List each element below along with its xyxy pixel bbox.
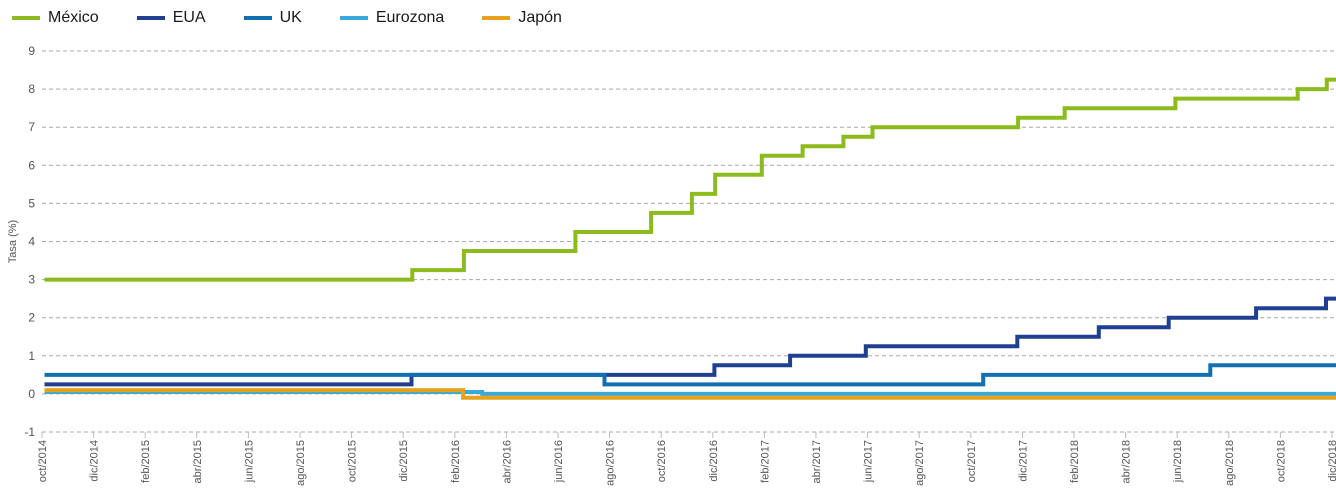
- y-tick-label: 0: [28, 387, 35, 401]
- x-tick-label: dic/2018: [1327, 440, 1336, 482]
- y-tick-label: 9: [28, 44, 35, 58]
- x-tick-label: ago/2017: [914, 440, 926, 486]
- legend-swatch: [12, 16, 40, 20]
- y-tick-label: 2: [28, 311, 35, 325]
- x-tick-label: feb/2016: [450, 440, 462, 483]
- x-tick-label: abr/2017: [811, 440, 823, 483]
- x-tick-label: ago/2016: [605, 440, 617, 486]
- x-tick-label: abr/2018: [1121, 440, 1133, 483]
- series-line-Japón: [44, 388, 1336, 400]
- legend-item-eurozona: Eurozona: [339, 9, 445, 27]
- series-line-Eurozona: [44, 390, 1336, 396]
- x-tick-label: ago/2018: [1224, 440, 1236, 486]
- x-tick-label: jun/2017: [863, 440, 875, 483]
- x-tick-label: feb/2017: [759, 440, 771, 483]
- x-tick-label: oct/2018: [1275, 440, 1287, 482]
- x-tick-label: oct/2014: [37, 440, 49, 482]
- x-tick-label: oct/2017: [966, 440, 978, 482]
- y-axis-label: Tasa (%): [7, 220, 19, 263]
- x-tick-label: dic/2014: [89, 440, 101, 482]
- legend-label: Japón: [518, 9, 562, 26]
- legend-swatch: [136, 16, 165, 20]
- legend-label: México: [48, 9, 99, 26]
- legend: México EUA UK Eurozona Japón: [12, 6, 600, 30]
- legend-item-uk: UK: [243, 9, 302, 27]
- legend-swatch: [339, 16, 368, 20]
- series-line-México: [44, 77, 1336, 282]
- x-tick-label: abr/2016: [501, 440, 513, 483]
- x-tick-label: jun/2018: [1172, 440, 1184, 483]
- x-tick-label: dic/2016: [708, 440, 720, 482]
- legend-swatch: [482, 16, 511, 20]
- legend-swatch: [243, 16, 272, 20]
- legend-item-mexico: México: [12, 9, 99, 27]
- x-tick-label: feb/2018: [1069, 440, 1081, 483]
- series-line-EUA: [44, 296, 1336, 387]
- x-tick-label: feb/2015: [140, 440, 152, 483]
- x-tick-label: abr/2015: [192, 440, 204, 483]
- y-tick-label: 6: [28, 158, 35, 172]
- x-tick-label: dic/2017: [1017, 440, 1029, 482]
- y-tick-label: 5: [28, 196, 35, 210]
- y-tick-label: 3: [28, 273, 35, 287]
- legend-label: UK: [279, 9, 302, 26]
- legend-label: EUA: [172, 9, 206, 26]
- y-tick-label: 1: [28, 349, 35, 363]
- y-tick-label: 4: [28, 235, 35, 249]
- x-tick-label: jun/2016: [553, 440, 565, 483]
- legend-item-eua: EUA: [136, 9, 206, 27]
- legend-item-japon: Japón: [482, 9, 562, 27]
- legend-label: Eurozona: [375, 9, 445, 26]
- x-tick-label: dic/2015: [398, 440, 410, 482]
- y-tick-label: 7: [28, 120, 35, 134]
- series-line-UK: [44, 363, 1336, 387]
- x-tick-label: oct/2015: [347, 440, 359, 482]
- x-tick-label: ago/2015: [295, 440, 307, 486]
- x-tick-label: jun/2015: [243, 440, 255, 483]
- x-tick-label: oct/2016: [656, 440, 668, 482]
- y-tick-label: 8: [28, 82, 35, 96]
- y-tick-label: -1: [24, 425, 35, 439]
